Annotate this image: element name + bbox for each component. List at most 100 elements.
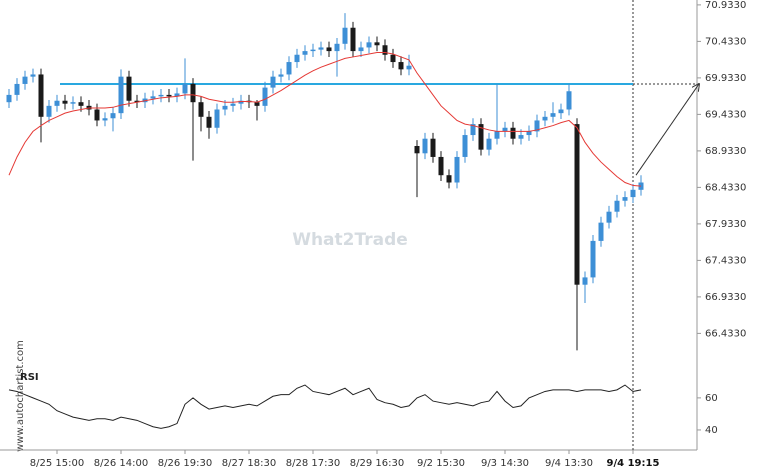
candle-body: [78, 102, 84, 106]
candle-body: [198, 102, 204, 117]
candle-body: [502, 127, 508, 132]
candle-body: [54, 100, 60, 106]
x-tick-label: 8/28 17:30: [286, 458, 340, 469]
candle-body: [430, 138, 436, 157]
candle-body: [478, 124, 484, 150]
candle-body: [294, 54, 300, 63]
candle-body: [70, 102, 76, 104]
x-tick-label: 9/4 19:15: [607, 458, 660, 469]
candle-body: [30, 74, 36, 77]
candle-body: [190, 83, 196, 103]
x-tick-label: 9/3 14:30: [481, 458, 529, 469]
y-tick-label: 70.9330: [705, 0, 746, 11]
candle-body: [470, 124, 476, 136]
candle-body: [158, 94, 164, 97]
candle-body: [206, 116, 212, 128]
candle-body: [462, 135, 468, 157]
candle-body: [110, 113, 116, 119]
candle-body: [174, 93, 180, 97]
candle-body: [606, 211, 612, 223]
rsi-tick-label: 60: [705, 393, 718, 404]
candle-body: [422, 138, 428, 154]
candle-body: [406, 65, 412, 70]
candle-body: [398, 62, 404, 70]
candle-body: [486, 138, 492, 150]
candle-body: [230, 103, 236, 106]
candle-body: [278, 74, 284, 77]
candle-body: [118, 76, 124, 114]
candle-body: [318, 47, 324, 50]
candle-body: [574, 124, 580, 285]
candle-body: [518, 135, 524, 139]
candle-body: [614, 200, 620, 212]
candle-body: [102, 118, 108, 121]
candle-body: [598, 222, 604, 241]
candle-body: [454, 156, 460, 183]
candle-body: [558, 109, 564, 114]
candle-body: [214, 109, 220, 128]
candle-body: [366, 42, 372, 48]
candle-body: [590, 240, 596, 278]
candle-body: [510, 127, 516, 139]
y-tick-label: 70.4330: [705, 36, 746, 47]
rsi-tick-label: 40: [705, 425, 718, 436]
candle-body: [62, 100, 68, 104]
y-tick-label: 69.9330: [705, 73, 746, 84]
candle-body: [310, 49, 316, 52]
x-tick-label: 8/27 18:30: [222, 458, 276, 469]
projection-arrow: [635, 84, 699, 176]
y-tick-label: 67.4330: [705, 255, 746, 266]
candle-body: [334, 43, 340, 52]
candle-body: [582, 277, 588, 285]
candle-body: [566, 91, 572, 110]
source: www.autochartist.com: [15, 340, 26, 452]
candle-body: [622, 197, 628, 201]
rsi-label: RSI: [20, 372, 39, 383]
candle-body: [446, 175, 452, 183]
y-tick-label: 68.4330: [705, 182, 746, 193]
rsi-line: [8, 384, 642, 429]
x-tick-label: 9/2 15:30: [417, 458, 465, 469]
candle-body: [542, 116, 548, 121]
candle-body: [526, 131, 532, 136]
candle-body: [270, 76, 276, 88]
candle-body: [534, 120, 540, 132]
candle-body: [238, 100, 244, 104]
candle-body: [382, 45, 388, 55]
candle-body: [262, 87, 268, 106]
candle-body: [390, 54, 396, 63]
candle-body: [630, 189, 636, 198]
candle-body: [150, 96, 156, 99]
candle-body: [222, 105, 228, 110]
x-tick-label: 8/26 14:00: [94, 458, 148, 469]
x-tick-label: 9/4 13:30: [545, 458, 593, 469]
moving-average: [8, 52, 642, 187]
candle-body: [342, 27, 348, 44]
candle-body: [134, 100, 140, 103]
candle-body: [14, 83, 20, 95]
candle-body: [38, 74, 44, 117]
y-tick-label: 66.4330: [705, 328, 746, 339]
y-tick-label: 67.9330: [705, 219, 746, 230]
candle-body: [94, 109, 100, 121]
candle-body: [550, 113, 556, 117]
candle-body: [374, 42, 380, 46]
candle-body: [438, 156, 444, 176]
x-tick-label: 8/25 15:00: [30, 458, 84, 469]
candle-body: [414, 146, 420, 154]
candle-body: [350, 27, 356, 52]
y-tick-label: 68.9330: [705, 146, 746, 157]
candle-body: [182, 83, 188, 94]
candle-body: [126, 76, 132, 101]
candle-body: [46, 105, 52, 117]
watermark: What2Trade: [292, 230, 408, 250]
x-tick-label: 8/26 19:30: [158, 458, 212, 469]
candle-body: [6, 94, 12, 103]
candle-body: [358, 47, 364, 52]
x-tick-label: 8/29 16:30: [350, 458, 404, 469]
y-tick-label: 69.4330: [705, 109, 746, 120]
candle-body: [254, 102, 260, 106]
y-tick-label: 66.9330: [705, 292, 746, 303]
candle-body: [302, 51, 308, 55]
